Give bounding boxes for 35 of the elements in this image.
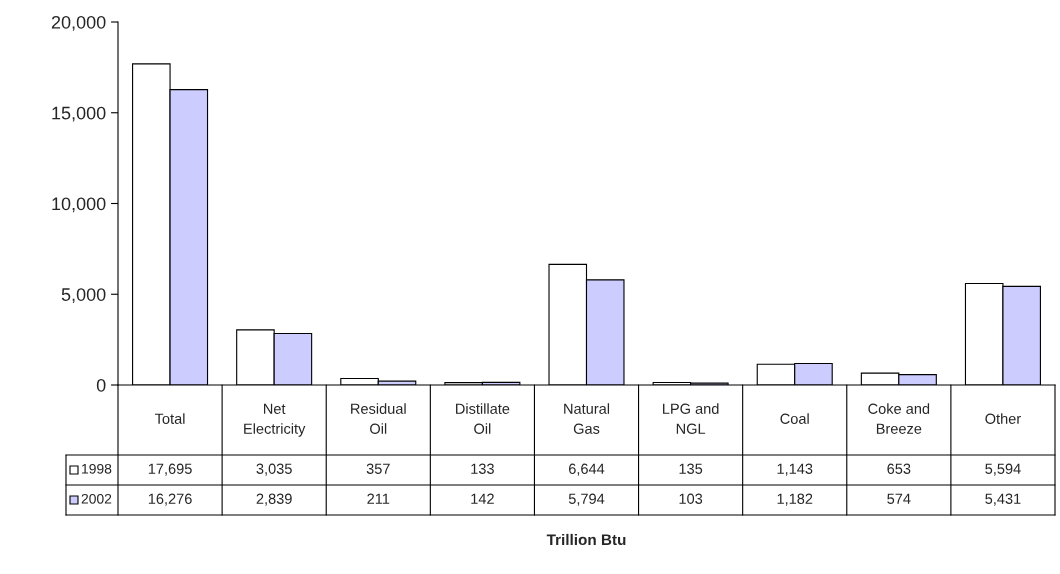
- data-label: 5,794: [568, 493, 605, 506]
- data-label: 17,695: [148, 463, 192, 476]
- data-label: 142: [471, 493, 494, 504]
- y-tick-label: 0: [96, 378, 106, 392]
- x-tick-label: Coke and Breeze: [868, 403, 930, 434]
- x-tick-label: Natural Gas: [564, 403, 610, 434]
- y-tick-label: 15,000: [52, 106, 106, 122]
- data-label: 357: [366, 463, 390, 474]
- data-label: 5,431: [985, 493, 1021, 506]
- x-tick-label: Total: [154, 413, 185, 424]
- y-tick-label: 5,000: [61, 288, 106, 304]
- x-tick-label: Coal: [780, 413, 809, 424]
- data-label: 16,276: [148, 493, 192, 506]
- data-label: 135: [679, 463, 703, 474]
- data-label: 3,035: [256, 463, 292, 476]
- data-label: 1,182: [777, 493, 813, 506]
- x-tick-label: Distillate Oil: [456, 403, 510, 434]
- y-tick-label: 20,000: [51, 15, 106, 31]
- y-tick-label: 10,000: [52, 197, 106, 213]
- x-tick-label: Other: [985, 413, 1021, 424]
- data-label: 103: [679, 493, 703, 504]
- data-label: 1,143: [777, 463, 813, 476]
- x-tick-label: Net Electricity: [244, 403, 306, 437]
- data-label: 133: [471, 463, 494, 474]
- x-tick-label: Residual Oil: [351, 403, 406, 434]
- data-label: 5,594: [985, 463, 1021, 476]
- data-label: 574: [887, 493, 911, 504]
- legend-label: 2002: [81, 493, 112, 504]
- legend-label: 1998: [82, 463, 112, 474]
- text: Trillion Btu: [546, 533, 626, 546]
- data-label: 2,839: [256, 493, 292, 506]
- x-tick-label: LPG and NGL: [663, 403, 719, 434]
- data-label: 6,644: [569, 463, 605, 476]
- data-label: 211: [367, 493, 390, 504]
- data-label: 653: [887, 463, 911, 474]
